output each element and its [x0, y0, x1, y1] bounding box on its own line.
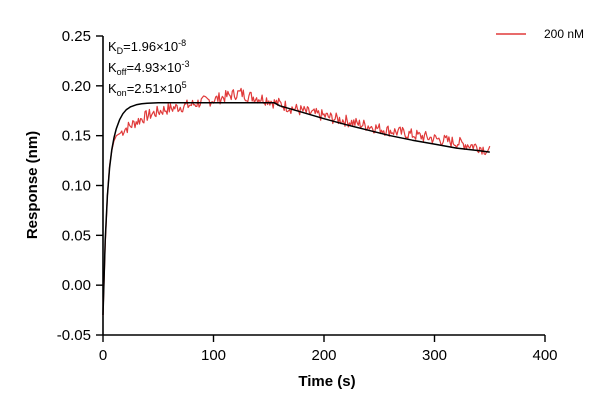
- x-tick-label: 100: [201, 347, 226, 364]
- fit-curve: [102, 102, 490, 316]
- legend-label-200nm: 200 nM: [544, 27, 584, 41]
- x-axis-title: Time (s): [298, 373, 355, 390]
- y-tick-label: 0.05: [62, 227, 91, 244]
- series-layer: [102, 87, 491, 316]
- y-axis-title: Response (nm): [24, 131, 41, 239]
- y-tick-label: 0.20: [62, 78, 91, 95]
- y-tick-label: 0.25: [62, 28, 91, 45]
- kinetic-parameter-d: KD=1.96×10-8: [108, 38, 186, 56]
- annotation-block: KD=1.96×10-8 Koff=4.93×10-3 Kon=2.51×105: [108, 38, 189, 98]
- y-tick-label: 0.10: [62, 178, 91, 195]
- y-tick-label: 0.00: [62, 277, 91, 294]
- y-tick-label: -0.05: [57, 327, 91, 344]
- x-tick-label: 400: [532, 347, 557, 364]
- x-tick-label: 200: [311, 347, 336, 364]
- series-line-200nm: [102, 87, 491, 316]
- kinetic-parameter-on: Kon=2.51×105: [108, 80, 187, 98]
- y-tick-label: 0.15: [62, 128, 91, 145]
- kinetic-parameter-off: Koff=4.93×10-3: [108, 59, 189, 77]
- x-tick-label: 0: [99, 347, 107, 364]
- legend: 200 nM: [496, 27, 584, 41]
- axes: -0.05 0.00 0.05 0.10 0.15 0.20 0.25 0 100 200 300 4…: [57, 28, 558, 364]
- x-tick-label: 300: [422, 347, 447, 364]
